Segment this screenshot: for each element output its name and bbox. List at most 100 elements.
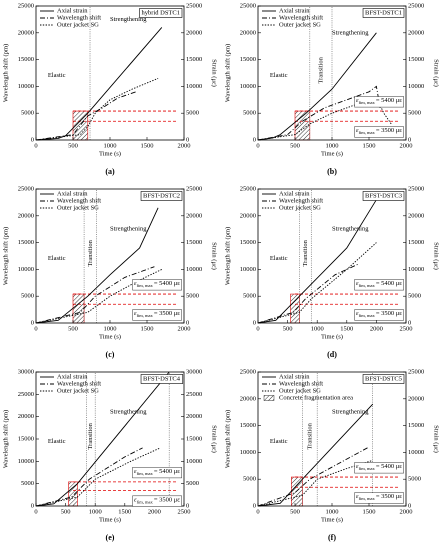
annotation-symbol: ε bbox=[356, 464, 359, 471]
x-tick-label: 1000 bbox=[89, 508, 102, 515]
y-tick-label: 15000 bbox=[240, 239, 256, 246]
y-tick-label: 25000 bbox=[240, 185, 256, 192]
x-tick-label: 500 bbox=[61, 508, 71, 515]
data-line bbox=[35, 77, 159, 141]
annotation-symbol: ε bbox=[134, 281, 137, 288]
y-axis-title: Wavelength shift (pm) bbox=[2, 44, 9, 102]
y2-tick-label: 25000 bbox=[408, 185, 424, 192]
annotation-box bbox=[354, 279, 404, 291]
x-tick-label: 2000 bbox=[400, 142, 413, 149]
y2-tick-label: 10000 bbox=[408, 83, 424, 90]
y-tick-label: 10000 bbox=[240, 449, 256, 456]
x-tick-label: 0 bbox=[34, 325, 37, 332]
annotation-text: = 5400 με bbox=[154, 281, 180, 288]
y-tick-label: 10000 bbox=[18, 83, 34, 90]
y2-tick-label: 20000 bbox=[408, 212, 424, 219]
x-tick-label: 1000 bbox=[326, 142, 339, 149]
y2-tick-label: 15000 bbox=[186, 435, 202, 442]
legend-label: Outer jacket SG bbox=[279, 204, 321, 211]
y-tick-label: 30000 bbox=[18, 368, 34, 375]
y2-tick-label: 25000 bbox=[186, 391, 202, 398]
annotation-subscript: fim, max bbox=[137, 313, 154, 319]
y-tick-label: 15000 bbox=[18, 56, 34, 63]
y2-tick-label: 5000 bbox=[408, 476, 421, 483]
data-line bbox=[35, 371, 170, 507]
y-tick-label: 5000 bbox=[21, 293, 34, 300]
x-tick-label: 1000 bbox=[326, 508, 339, 515]
panel-label: (e) bbox=[106, 533, 115, 542]
y-axis-title: Wavelength shift (pm) bbox=[224, 44, 231, 102]
annotation: εfim, max= 5400 με bbox=[134, 468, 180, 477]
x-tick-label: 1500 bbox=[141, 325, 154, 332]
region-label: Elastic bbox=[48, 438, 66, 445]
panel-title: BFST-DSTC1 bbox=[365, 9, 402, 16]
data-line bbox=[257, 32, 377, 141]
x-tick-label: 0 bbox=[256, 325, 259, 332]
region-label: Elastic bbox=[270, 72, 288, 79]
annotation: εfim, max= 3500 με bbox=[356, 494, 402, 503]
y2-axis-title: Strain (με) bbox=[433, 59, 440, 87]
y2-tick-label: 25000 bbox=[186, 185, 202, 192]
x-tick-label: 2000 bbox=[400, 508, 413, 515]
y2-tick-label: 0 bbox=[186, 319, 189, 326]
y-tick-label: 0 bbox=[31, 136, 34, 143]
x-tick-label: 1000 bbox=[311, 325, 324, 332]
x-tick-label: 1000 bbox=[104, 142, 117, 149]
legend-label: Concrete fragmentation area bbox=[279, 394, 353, 401]
y2-axis-title: Strain (με) bbox=[211, 59, 218, 87]
annotation: εfim, max= 3500 με bbox=[134, 311, 180, 320]
annotation-symbol: ε bbox=[356, 128, 359, 135]
legend-label: Outer jacket SG bbox=[279, 21, 321, 28]
data-line bbox=[257, 96, 392, 141]
y-tick-label: 20000 bbox=[240, 29, 256, 36]
annotation-subscript: fim, max bbox=[137, 499, 154, 505]
y2-tick-label: 5000 bbox=[408, 293, 421, 300]
data-line bbox=[35, 447, 143, 507]
x-tick-label: 2500 bbox=[178, 508, 191, 515]
x-axis-title: Time (s) bbox=[99, 150, 121, 157]
annotation-text: = 5400 με bbox=[376, 98, 402, 105]
annotation-symbol: ε bbox=[356, 281, 359, 288]
legend-label: Outer jacket SG bbox=[57, 387, 99, 394]
data-line bbox=[35, 27, 163, 141]
annotation-box bbox=[354, 492, 404, 504]
x-axis-title: Time (s) bbox=[99, 333, 121, 340]
x-tick-label: 1500 bbox=[141, 142, 154, 149]
title-box bbox=[140, 191, 183, 201]
legend-label: Outer jacket SG bbox=[57, 204, 99, 211]
panel-label: (d) bbox=[327, 350, 337, 359]
y-axis-title: Wavelength shift (pm) bbox=[2, 227, 9, 285]
region-label: Strengthening bbox=[332, 409, 369, 416]
legend-label: Axial strain bbox=[279, 373, 310, 380]
y-tick-label: 25000 bbox=[18, 391, 34, 398]
panel: 0 500 1000 1500 2000050001000015000200002500… bbox=[224, 2, 439, 175]
x-axis-title: Time (s) bbox=[321, 333, 343, 340]
annotation-subscript: fim, max bbox=[359, 283, 376, 289]
legend-label: Wavelength shift bbox=[279, 380, 323, 387]
region-label: Strengthening bbox=[332, 29, 369, 36]
annotation-symbol: ε bbox=[134, 468, 137, 475]
region-label: Transition bbox=[317, 56, 324, 83]
region-label: Elastic bbox=[48, 72, 66, 79]
annotation-subscript: fim, max bbox=[359, 496, 376, 502]
annotation-text: = 3500 με bbox=[154, 497, 180, 504]
y2-tick-label: 15000 bbox=[408, 239, 424, 246]
annotation-text: = 5400 με bbox=[376, 281, 402, 288]
fragmentation-area bbox=[72, 293, 85, 324]
y2-tick-label: 15000 bbox=[186, 239, 202, 246]
y-tick-label: 10000 bbox=[240, 266, 256, 273]
title-box bbox=[139, 8, 183, 18]
panel-title: BFST-DSTC3 bbox=[365, 192, 402, 199]
region-label: Transition bbox=[302, 239, 309, 266]
title-box bbox=[362, 191, 405, 201]
y-tick-label: 25000 bbox=[240, 368, 256, 375]
annotation: εfim, max= 5400 με bbox=[356, 98, 402, 107]
data-line bbox=[257, 263, 359, 324]
x-tick-label: 2000 bbox=[178, 325, 191, 332]
region-label: Elastic bbox=[270, 438, 288, 445]
legend-label: Wavelength shift bbox=[279, 197, 323, 204]
region-label: Transition bbox=[306, 422, 313, 449]
y2-tick-label: 20000 bbox=[186, 212, 202, 219]
y2-tick-label: 10000 bbox=[186, 458, 202, 465]
